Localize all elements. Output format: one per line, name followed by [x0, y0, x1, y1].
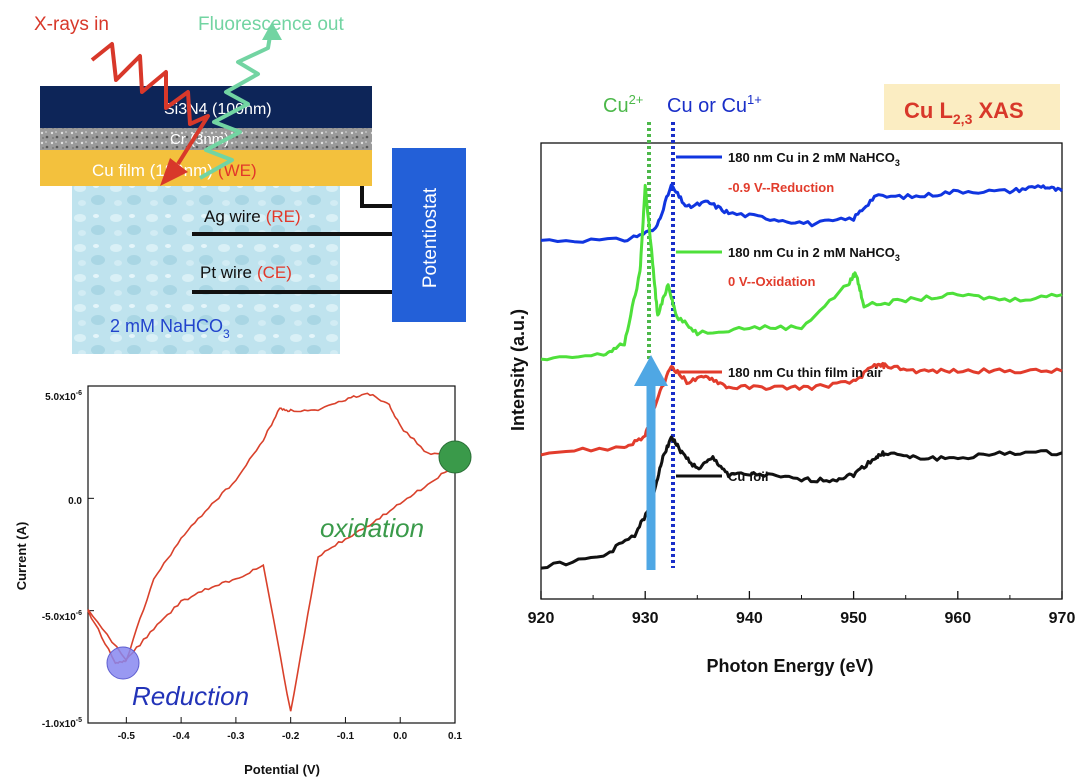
reduction-label: Reduction: [132, 681, 249, 711]
legend-foil: Cu foil: [728, 469, 768, 484]
xray-arrowhead: [160, 158, 188, 186]
cv-y-tick-labels: 5.0x10-6 0.0 -5.0x10-6 -1.0x10-5: [42, 390, 83, 730]
xas-title-box: [884, 84, 1060, 130]
fluorescence-out-arrow: [199, 35, 272, 180]
xas-series-0: [540, 183, 1064, 244]
cv-ytick-0: 5.0x10-6: [45, 390, 82, 403]
fluorescence-label: Fluorescence out: [198, 14, 344, 35]
xas-series-1: [540, 183, 1063, 362]
cv-y-axis-label: Current (A): [14, 522, 29, 591]
cv-x-tick-labels: -0.5 -0.4 -0.3 -0.2 -0.1 0.0 0.1: [118, 731, 463, 742]
cv-xtick-4: -0.1: [337, 731, 355, 742]
cv-xtick-6: 0.1: [448, 731, 462, 742]
cv-xtick-5: 0.0: [393, 731, 407, 742]
xas-x-axis-label: Photon Energy (eV): [706, 656, 873, 676]
cu-film-layer: [40, 150, 372, 186]
xas-series-3: [540, 435, 1063, 570]
electrolyte-bath: [72, 186, 340, 354]
xray-label: X-rays in: [34, 14, 109, 35]
cv-xtick-1: -0.4: [173, 731, 191, 742]
cv-ytick-1: 0.0: [68, 496, 82, 507]
xas-xtick-0: 920: [528, 610, 555, 627]
legend-oxidation-potential: 0 V--Oxidation: [728, 274, 815, 289]
xas-ticks: [540, 591, 1063, 599]
cu2-label: Cu2+: [603, 92, 643, 117]
legend-reduction-potential: -0.9 V--Reduction: [728, 180, 834, 195]
legend-reduction: 180 nm Cu in 2 mM NaHCO3: [728, 150, 900, 168]
cv-series-1: [87, 392, 456, 662]
legend-oxidation: 180 nm Cu in 2 mM NaHCO3: [728, 245, 900, 263]
xas-xtick-2: 940: [736, 610, 763, 627]
adhesion-layer: [40, 128, 372, 150]
cv-x-axis-label: Potential (V): [244, 762, 320, 777]
potentiostat-box: [392, 148, 466, 322]
si3n4-label: Si3N4 (100nm): [164, 101, 272, 118]
electrolyte-label: 2 mM NaHCO3: [110, 316, 230, 341]
pt-wire-label: Pt wire (CE): [200, 263, 292, 282]
xray-in-arrow: [90, 42, 210, 166]
fluorescence-arrowhead: [262, 22, 282, 40]
cv-plot: 5.0x10-6 0.0 -5.0x10-6 -1.0x10-5 -0.5 -0.…: [14, 385, 472, 777]
cv-ytick-2: -5.0x10-6: [42, 610, 82, 623]
oxidation-marker: [438, 440, 472, 474]
adhesion-label: Cr (3nm): [170, 131, 229, 148]
we-wire: [360, 186, 392, 208]
xas-xtick-5: 970: [1049, 610, 1076, 627]
cv-series-0: [87, 462, 456, 712]
cv-ytick-3: -1.0x10-5: [42, 717, 82, 730]
reduction-marker: [106, 646, 140, 680]
xas-xtick-1: 930: [632, 610, 659, 627]
cv-xtick-2: -0.3: [227, 731, 245, 742]
cv-plot-frame: [87, 385, 456, 724]
xas-xtick-3: 950: [840, 610, 867, 627]
cu-film-label: Cu film (180nm) (WE): [92, 161, 257, 180]
legend-air: 180 nm Cu thin film in air: [728, 365, 883, 380]
potentiostat-label: Potentiostat: [420, 187, 441, 288]
xas-x-tick-labels: 920 930 940 950 960 970: [528, 610, 1076, 627]
shift-arrowhead: [634, 355, 668, 386]
cv-curves: [87, 392, 456, 712]
xas-xtick-4: 960: [944, 610, 971, 627]
oxidation-label: oxidation: [320, 513, 424, 543]
cv-ticks: [88, 385, 456, 724]
xas-y-axis-label: Intensity (a.u.): [508, 309, 528, 431]
xas-legend: 180 nm Cu in 2 mM NaHCO3 -0.9 V--Reducti…: [676, 150, 900, 484]
cv-xtick-3: -0.2: [282, 731, 300, 742]
xas-plot: Cu L2,3 XAS Cu2+ Cu or Cu1+ 920 930 940 950…: [508, 84, 1075, 676]
cu1-label: Cu or Cu1+: [667, 92, 762, 117]
cell-schematic: Si3N4 (100nm) Cr (3nm) Cu film (180nm) (W…: [34, 14, 466, 354]
cv-xtick-0: -0.5: [118, 731, 136, 742]
ag-wire-label: Ag wire (RE): [204, 207, 301, 226]
xas-title: Cu L2,3 XAS: [904, 98, 1024, 127]
